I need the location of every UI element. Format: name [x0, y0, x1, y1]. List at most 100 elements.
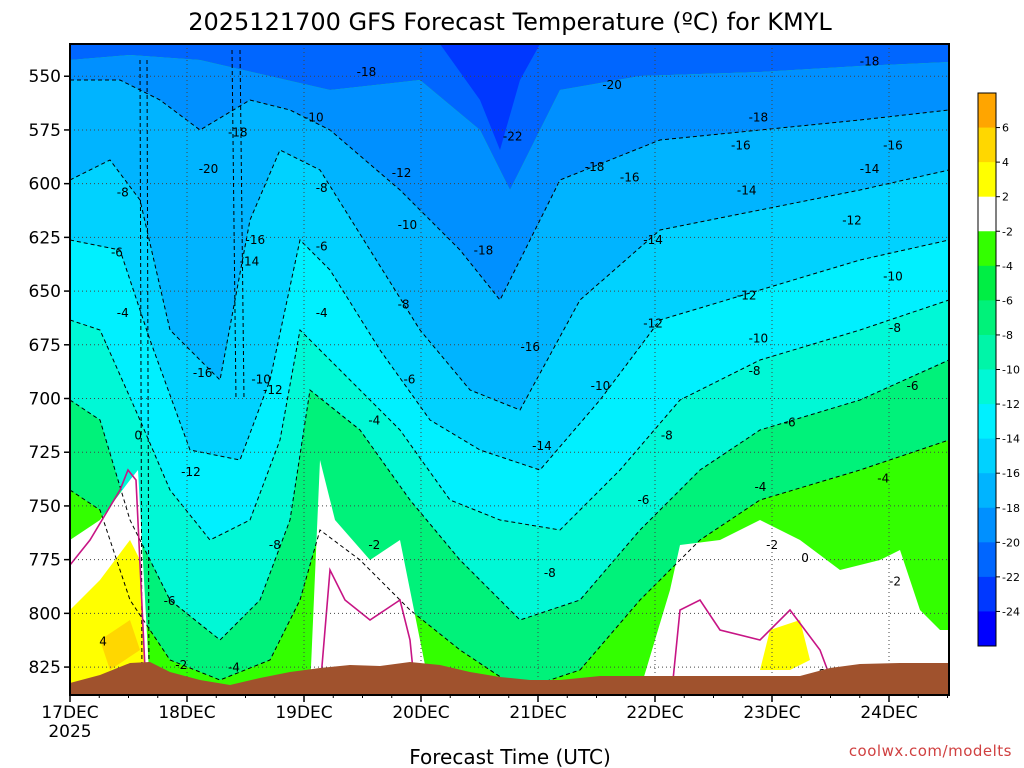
colorbar-label: 4	[1002, 156, 1009, 169]
x-axis-label: Forecast Time (UTC)	[409, 745, 611, 768]
contour-labels: -18-20-18-18-16-18-10-22-20 -18-16-14-12-…	[99, 54, 919, 680]
x-tick-label: 21DEC	[509, 703, 566, 723]
colorbar-swatch	[978, 162, 996, 198]
contour-label: -10	[591, 379, 611, 393]
chart-title: 2025121700 GFS Forecast Temperature (ºC)…	[188, 8, 832, 36]
colorbar-swatch	[978, 404, 996, 440]
contour-label: -10	[398, 218, 418, 232]
colorbar-swatch	[978, 507, 996, 543]
contour-label: -6	[907, 379, 919, 393]
x-tick-label: 24DEC	[860, 703, 917, 723]
plot-frame	[69, 43, 950, 696]
contour-label: -18	[585, 160, 605, 174]
y-tick-label: 650	[29, 282, 61, 302]
y-axis: 550 575 600 625 650 675 700 725 750 775 800 825	[29, 67, 70, 678]
contour-label: -4	[228, 660, 240, 674]
contour-label: -4	[754, 480, 766, 494]
x-tick-label: 20DEC	[392, 703, 449, 723]
contour-label: -2	[889, 574, 901, 588]
contour-label: -8	[117, 186, 129, 200]
y-tick-label: 725	[29, 443, 61, 463]
colorbar-swatch	[978, 265, 996, 301]
colorbar-label: -16	[1002, 467, 1020, 480]
y-tick-label: 600	[29, 175, 61, 195]
contour-label: -6	[403, 372, 415, 386]
credit-text: coolwx.com/modelts	[848, 742, 1012, 760]
band-cold-24	[440, 44, 540, 150]
contour-label: -12	[181, 465, 201, 479]
contour-label: -8	[544, 566, 556, 580]
contour-label: -14	[860, 162, 880, 176]
contour-label: -16	[520, 340, 540, 354]
x-tick-label: 17DEC	[41, 703, 98, 723]
colorbar-label: -18	[1002, 502, 1020, 515]
colorbar-swatch	[978, 369, 996, 405]
colorbar-label: -4	[1002, 260, 1013, 273]
y-tick-label: 675	[29, 336, 61, 356]
contour-label: -12	[737, 289, 757, 303]
contour-label: -10	[749, 332, 769, 346]
y-tick-label: 775	[29, 551, 61, 571]
y-tick-label: 625	[29, 228, 61, 248]
x-tick-label: 22DEC	[626, 703, 683, 723]
band-cold-6	[70, 360, 949, 690]
contour-label: -16	[193, 366, 213, 380]
contour-label: -14	[643, 233, 663, 247]
x-tick-label: 19DEC	[275, 703, 332, 723]
freezing-contour	[70, 468, 836, 691]
contour-label: -4	[877, 471, 889, 485]
colorbar-swatch	[978, 300, 996, 336]
grid-lines	[70, 44, 949, 695]
band-cold-20	[70, 55, 949, 300]
contour-label: 4	[99, 635, 107, 649]
contour-label: -12	[842, 213, 862, 227]
colorbar-swatch	[978, 576, 996, 612]
contour-label: 0	[801, 551, 809, 565]
contour-label: -8	[889, 321, 901, 335]
colorbar-swatch	[978, 334, 996, 370]
contour-label: -18	[749, 110, 769, 124]
colorbar-swatch	[978, 473, 996, 509]
colorbar-label: -8	[1002, 329, 1013, 342]
band-cold-22	[70, 44, 949, 190]
contour-label: -12	[392, 166, 412, 180]
plot-area: -18-20-18-18-16-18-10-22-20 -18-16-14-12-…	[70, 44, 949, 695]
contour-label: -16	[620, 171, 640, 185]
y-tick-label: 700	[29, 390, 61, 410]
y-tick-label: 800	[29, 604, 61, 624]
x-axis: 17DEC 18DEC 19DEC 20DEC 21DEC 22DEC 23DEC 24DEC…	[41, 695, 948, 742]
contour-label: -18	[474, 244, 494, 258]
contour-label: -4	[117, 306, 129, 320]
colorbar-swatch	[978, 93, 996, 129]
contour-label: -18	[860, 54, 880, 68]
contour-label: -16	[883, 138, 903, 152]
colorbar-label: -20	[1002, 536, 1020, 549]
colorbar-label: -14	[1002, 433, 1020, 446]
colorbar-swatch	[978, 611, 996, 647]
contour-label: -12	[643, 317, 663, 331]
contour-label: -10	[883, 269, 903, 283]
colorbar: 6 4 2 -2 -4 -6 -8 -10 -12 -14 -16 -18 -20 -22 -24	[977, 92, 1020, 647]
colorbar-label: 6	[1002, 122, 1009, 135]
contour-label: -10	[304, 110, 324, 124]
contour-label: -14	[240, 254, 260, 268]
x-tick-label: 23DEC	[743, 703, 800, 723]
contour-label: -6	[111, 246, 123, 260]
y-tick-label: 575	[29, 121, 61, 141]
contour-label: -16	[731, 138, 751, 152]
contour-label: -20	[602, 78, 622, 92]
contour-label: -2	[368, 538, 380, 552]
terrain	[70, 662, 949, 695]
contour-label: -20	[199, 162, 219, 176]
band-warm-orange	[100, 620, 140, 670]
colorbar-label: -6	[1002, 294, 1013, 307]
colorbar-swatch	[978, 231, 996, 267]
contour-label: -4	[368, 413, 380, 427]
contour-label: -6	[164, 594, 176, 608]
colorbar-swatch	[978, 438, 996, 474]
colorbar-label: -12	[1002, 398, 1020, 411]
band-cold-16	[70, 150, 949, 470]
contour-label: -6	[316, 239, 328, 253]
colorbar-label: -10	[1002, 364, 1020, 377]
